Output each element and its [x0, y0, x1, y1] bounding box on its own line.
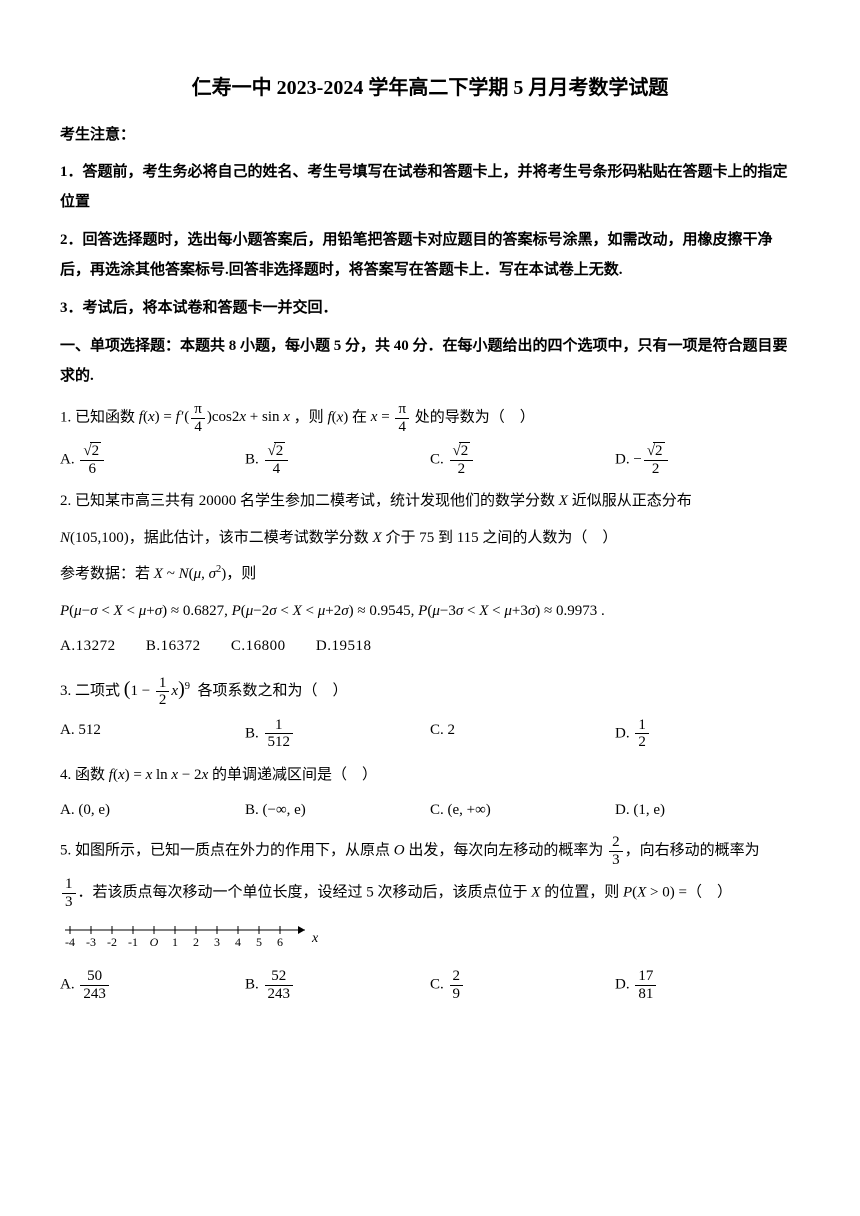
- q5-l2-mid: 的位置，则: [540, 885, 623, 901]
- q3-prefix: 3. 二项式: [60, 683, 120, 699]
- q2-line2-post: 介于 75 到 115 之间的人数为（ ）: [382, 530, 618, 546]
- q3-suffix: 各项系数之和为（ ）: [198, 683, 348, 699]
- q5-l1-post: ，向右移动的概率为: [625, 843, 760, 859]
- number-line-figure: -4 -3 -2 -1 O1 2 3 4 5 6 x: [60, 920, 800, 954]
- notice-item-3: 3．考试后，将本试卷和答题卡一并交回．: [60, 293, 800, 323]
- q2-option-b: B.16372: [146, 638, 201, 654]
- q1-formula-3: x = π4: [371, 409, 415, 425]
- q3-options: A. 512 B. 1512 C. 2 D. 12: [60, 717, 800, 751]
- q3-option-b: B. 1512: [245, 717, 430, 751]
- svg-text:2: 2: [193, 935, 199, 949]
- q2-option-a: A.13272: [60, 638, 116, 654]
- q2-option-d: D.19518: [316, 638, 372, 654]
- q5-c-label: C.: [430, 977, 444, 993]
- question-1: 1. 已知函数 f(x) = f ′(π4)cos2x + sin x ，则 f…: [60, 401, 800, 477]
- question-2-text: 2. 已知某市高三共有 20000 名学生参加二模考试，统计发现他们的数学分数 …: [60, 487, 800, 516]
- q1-prefix: 1. 已知函数: [60, 409, 135, 425]
- svg-text:O: O: [150, 935, 159, 949]
- q1-option-a: A. 26: [60, 443, 245, 477]
- q1-d-label: D.: [615, 451, 630, 467]
- q1-formula-2: f(x): [327, 409, 352, 425]
- q1-mid2: 在: [352, 409, 367, 425]
- svg-text:-2: -2: [107, 935, 117, 949]
- q5-b-label: B.: [245, 977, 259, 993]
- q1-option-d: D. −22: [615, 443, 800, 477]
- axis-var: x: [311, 931, 319, 946]
- q2-probs: P(μ−σ < X < μ+σ) ≈ 0.6827, P(μ−2σ < X < …: [60, 597, 800, 626]
- question-3-text: 3. 二项式 (1 − 12x)9 各项系数之和为（ ）: [60, 670, 800, 709]
- question-5: 5. 如图所示，已知一质点在外力的作用下，从原点 O 出发，每次向左移动的概率为…: [60, 834, 800, 1002]
- q5-l1-pre: 5. 如图所示，已知一质点在外力的作用下，从原点: [60, 843, 394, 859]
- question-4: 4. 函数 f(x) = x ln x − 2x 的单调递减区间是（ ） A. …: [60, 761, 800, 825]
- q5-l1-mid: 出发，每次向左移动的概率为: [405, 843, 608, 859]
- question-2-text-2: N(105,100)，据此估计，该市二模考试数学分数 X 介于 75 到 115…: [60, 524, 800, 553]
- q5-option-c: C. 29: [430, 968, 615, 1002]
- svg-text:5: 5: [256, 935, 262, 949]
- q3-option-d: D. 12: [615, 717, 800, 751]
- section-heading: 一、单项选择题：本题共 8 小题，每小题 5 分，共 40 分．在每小题给出的四…: [60, 331, 800, 391]
- q1-suffix: 处的导数为（ ）: [415, 409, 535, 425]
- q2-ref-pre: 参考数据：若: [60, 566, 154, 582]
- q1-option-b: B. 24: [245, 443, 430, 477]
- question-5-text-2: 13．若该质点每次移动一个单位长度，设经过 5 次移动后，该质点位于 X 的位置…: [60, 876, 800, 910]
- svg-text:6: 6: [277, 935, 283, 949]
- q4-option-a: A. (0, e): [60, 797, 245, 824]
- q3-option-a: A. 512: [60, 717, 245, 751]
- q5-a-label: A.: [60, 977, 75, 993]
- q4-options: A. (0, e) B. (−∞, e) C. (e, +∞) D. (1, e…: [60, 797, 800, 824]
- svg-text:3: 3: [214, 935, 220, 949]
- notice-heading: 考生注意：: [60, 122, 800, 149]
- q5-options: A. 50243 B. 52243 C. 29 D. 1781: [60, 968, 800, 1002]
- svg-text:-3: -3: [86, 935, 96, 949]
- q5-d-label: D.: [615, 977, 630, 993]
- question-3: 3. 二项式 (1 − 12x)9 各项系数之和为（ ） A. 512 B. 1…: [60, 670, 800, 751]
- q1-options: A. 26 B. 24 C. 22 D. −22: [60, 443, 800, 477]
- q2-line2-pre: ，据此估计，该市二模考试数学分数: [129, 530, 373, 546]
- q1-option-c: C. 22: [430, 443, 615, 477]
- question-2-ref: 参考数据：若 X ~ N(μ, σ2)，则: [60, 560, 800, 589]
- q5-option-b: B. 52243: [245, 968, 430, 1002]
- q1-b-label: B.: [245, 451, 259, 467]
- q5-option-d: D. 1781: [615, 968, 800, 1002]
- page-title: 仁寿一中 2023-2024 学年高二下学期 5 月月考数学试题: [60, 70, 800, 106]
- q1-a-label: A.: [60, 451, 75, 467]
- q2-line1-post: 近似服从正态分布: [568, 493, 692, 509]
- svg-text:1: 1: [172, 935, 178, 949]
- question-1-text: 1. 已知函数 f(x) = f ′(π4)cos2x + sin x ，则 f…: [60, 401, 800, 435]
- q5-l2-pre: ．若该质点每次移动一个单位长度，设经过 5 次移动后，该质点位于: [78, 885, 532, 901]
- q2-ref-post: ，则: [226, 566, 256, 582]
- number-line-svg: -4 -3 -2 -1 O1 2 3 4 5 6 x: [60, 920, 320, 954]
- q1-mid1: ，则: [294, 409, 324, 425]
- q3-d-label: D.: [615, 725, 630, 741]
- q2-line1-pre: 2. 已知某市高三共有 20000 名学生参加二模考试，统计发现他们的数学分数: [60, 493, 559, 509]
- q2-option-c: C.16800: [231, 638, 286, 654]
- q5-option-a: A. 50243: [60, 968, 245, 1002]
- notice-item-2: 2．回答选择题时，选出每小题答案后，用铅笔把答题卡对应题目的答案标号涂黑，如需改…: [60, 225, 800, 285]
- svg-text:-1: -1: [128, 935, 138, 949]
- notice-item-1: 1．答题前，考生务必将自己的姓名、考生号填写在试卷和答题卡上，并将考生号条形码粘…: [60, 157, 800, 217]
- svg-text:4: 4: [235, 935, 241, 949]
- svg-text:-4: -4: [65, 935, 75, 949]
- q4-option-d: D. (1, e): [615, 797, 800, 824]
- q1-c-label: C.: [430, 451, 444, 467]
- q3-b-label: B.: [245, 725, 259, 741]
- q1-formula-1: f(x) = f ′(π4)cos2x + sin x: [139, 409, 294, 425]
- q3-option-c: C. 2: [430, 717, 615, 751]
- q4-option-b: B. (−∞, e): [245, 797, 430, 824]
- question-4-text: 4. 函数 f(x) = x ln x − 2x 的单调递减区间是（ ）: [60, 761, 800, 790]
- question-2: 2. 已知某市高三共有 20000 名学生参加二模考试，统计发现他们的数学分数 …: [60, 487, 800, 660]
- q4-option-c: C. (e, +∞): [430, 797, 615, 824]
- question-5-text-1: 5. 如图所示，已知一质点在外力的作用下，从原点 O 出发，每次向左移动的概率为…: [60, 834, 800, 868]
- q2-options: A.13272 B.16372 C.16800 D.19518: [60, 633, 800, 660]
- q5-l2-post: =（ ）: [675, 885, 732, 901]
